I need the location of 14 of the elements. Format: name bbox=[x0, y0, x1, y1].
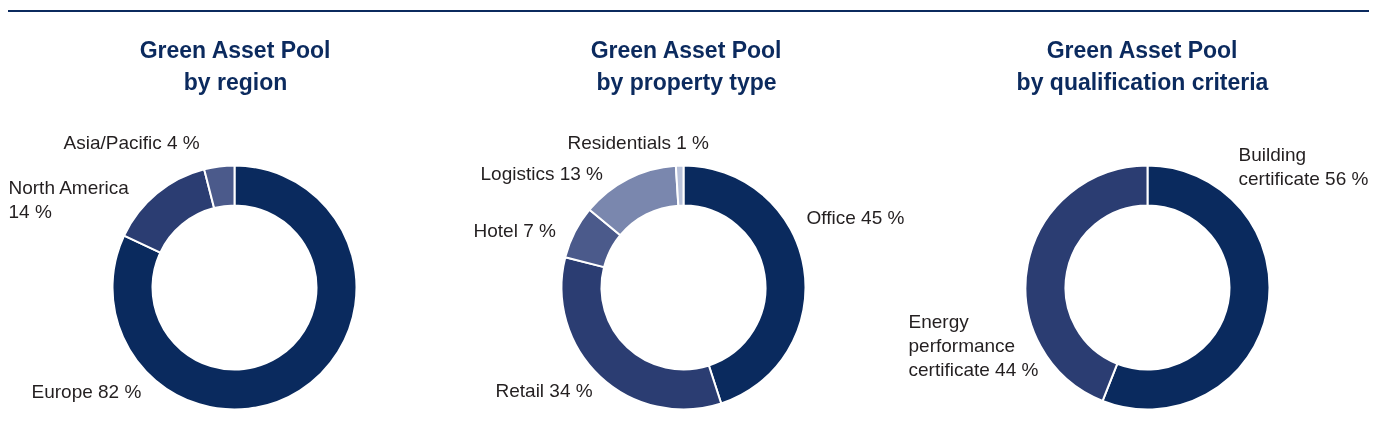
chart-title: Green Asset Pool by region bbox=[139, 36, 331, 95]
slice-label: Retail 34 % bbox=[495, 380, 593, 401]
chart-title: Green Asset Pool by property type bbox=[590, 36, 782, 95]
slice-label: Residentials 1 % bbox=[567, 132, 710, 153]
slice-label: North America bbox=[8, 177, 130, 198]
data-label: 14 % bbox=[8, 201, 52, 222]
slice-label: Building certificate 56 % bbox=[1238, 144, 1369, 189]
chart-title: Green Asset Pool by qualification criteria bbox=[1016, 36, 1269, 95]
slice-label: Europe 82 % bbox=[31, 381, 142, 402]
slice-label: Logistics 13 % bbox=[480, 163, 604, 184]
slice-label: Hotel 7 % bbox=[473, 220, 556, 241]
slice-label: Energy performance certificate 44 % bbox=[908, 311, 1039, 380]
slice-label: Office 45 % bbox=[806, 207, 905, 228]
slice-label: Asia/Pacific 4 % bbox=[63, 132, 200, 153]
